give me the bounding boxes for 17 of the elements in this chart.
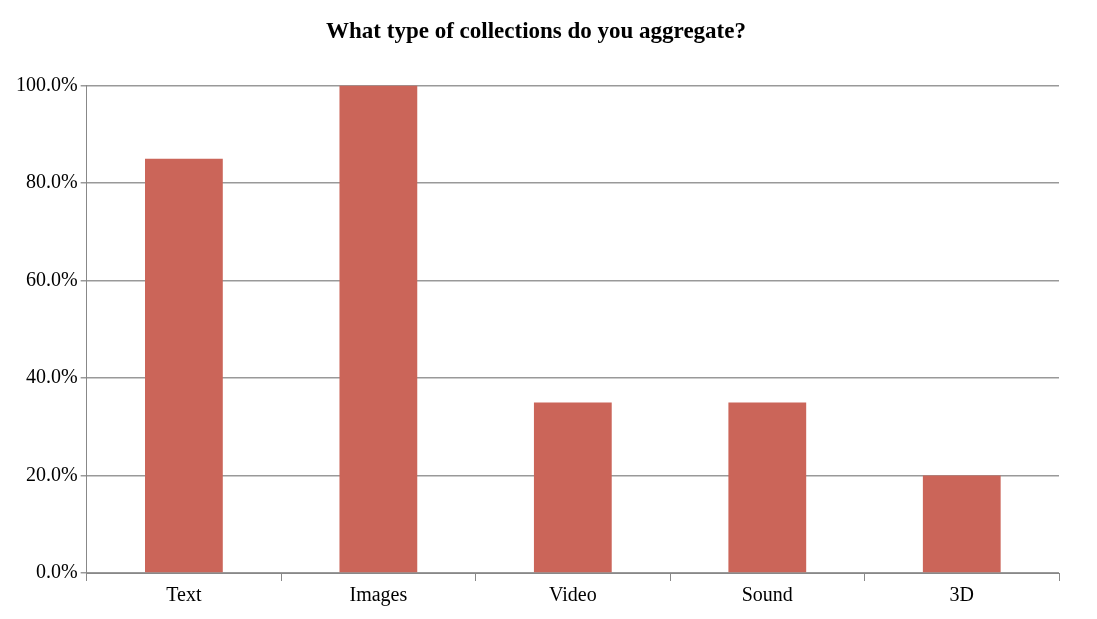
y-tick-label: 60.0% (25, 267, 78, 290)
bar (145, 158, 223, 573)
bar (922, 475, 1001, 573)
x-tick-label: 3D (949, 583, 974, 606)
x-tick-label: Video (548, 583, 597, 606)
chart-title: What type of collections do you aggregate? (326, 17, 746, 43)
x-tick-label: Text (166, 583, 202, 606)
bar (533, 402, 612, 573)
y-tick-label: 20.0% (25, 462, 78, 485)
y-tick-label: 80.0% (25, 170, 78, 193)
x-tick-label: Sound (741, 583, 793, 606)
y-tick-label: 100.0% (15, 72, 78, 95)
y-tick-label: 0.0% (35, 560, 78, 583)
bar (339, 85, 418, 573)
y-tick-label: 40.0% (25, 365, 78, 388)
x-tick-label: Images (349, 583, 408, 607)
bar (728, 402, 807, 573)
